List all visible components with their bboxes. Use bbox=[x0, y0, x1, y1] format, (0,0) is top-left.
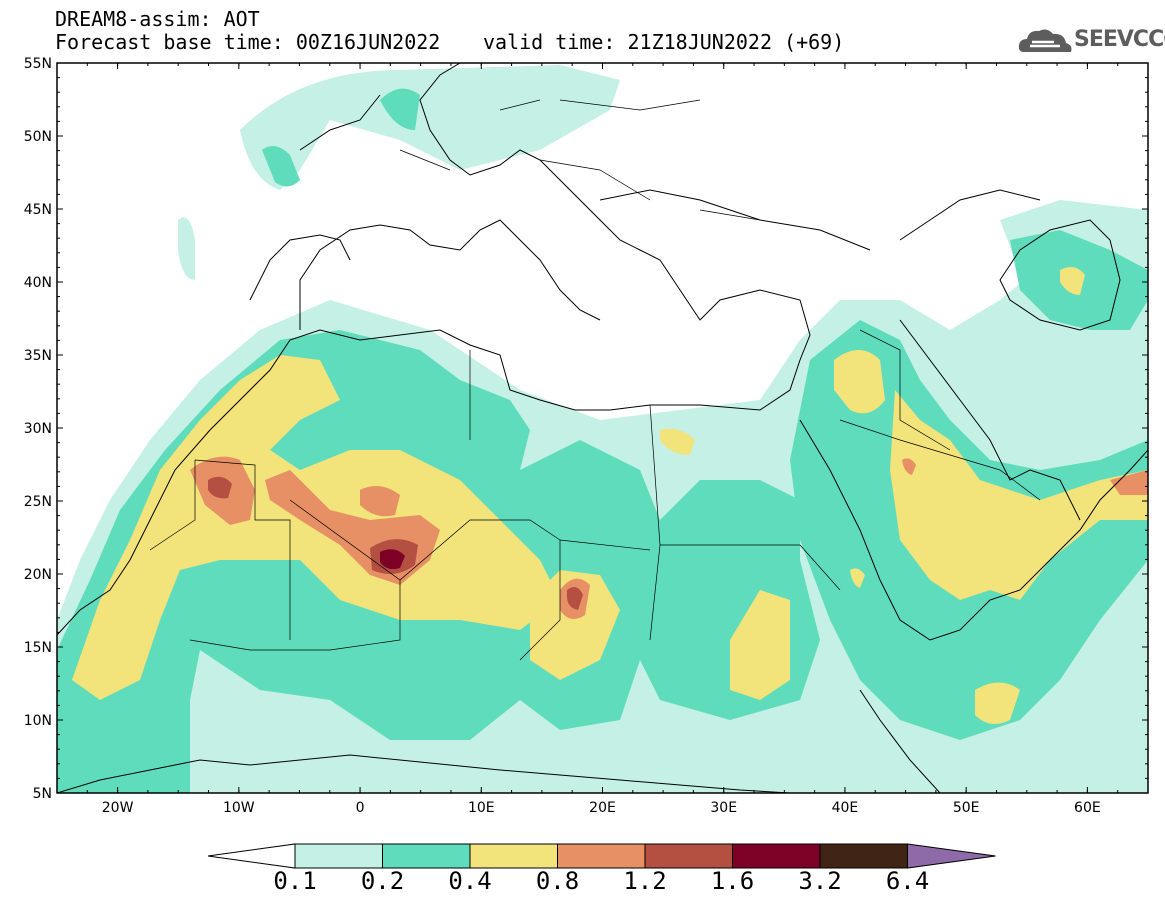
lon-tick-label: 20E bbox=[589, 800, 616, 816]
lon-tick-label: 10E bbox=[468, 800, 495, 816]
lon-tick-label: 0 bbox=[356, 800, 365, 816]
colorbar-swatch bbox=[469, 843, 558, 869]
colorbar-label: 0.4 bbox=[448, 867, 492, 895]
colorbar-label: 3.2 bbox=[798, 867, 842, 895]
colorbar-label: 1.6 bbox=[710, 867, 755, 895]
lat-tick-label: 55N bbox=[24, 56, 52, 72]
cloud-icon bbox=[1018, 29, 1072, 52]
colorbar-swatch bbox=[557, 843, 646, 869]
lat-tick-label: 5N bbox=[33, 786, 52, 802]
lon-tick-label: 50E bbox=[953, 800, 980, 816]
colorbar-swatch bbox=[819, 843, 908, 869]
lon-tick-label: 20W bbox=[102, 800, 134, 816]
colorbar-label: 6.4 bbox=[885, 867, 930, 895]
lat-tick-label: 30N bbox=[24, 421, 52, 437]
aot-band-1-2 bbox=[208, 476, 583, 610]
lat-tick-label: 45N bbox=[24, 202, 52, 218]
colorbar-label: 0.1 bbox=[273, 867, 317, 895]
lat-tick-label: 20N bbox=[24, 567, 52, 583]
colorbar-label: 1.2 bbox=[623, 867, 667, 895]
country-borders bbox=[149, 99, 1041, 661]
lat-tick-label: 40N bbox=[24, 275, 52, 291]
aot-band-1-6 bbox=[380, 549, 405, 570]
lon-tick-label: 40E bbox=[832, 800, 859, 816]
colorbar-label: 0.8 bbox=[535, 867, 580, 895]
forecast-base-time: Forecast base time: 00Z16JUN2022 bbox=[55, 30, 441, 54]
axis-ticks bbox=[56, 62, 1149, 794]
colorbar-high-triangle bbox=[907, 843, 996, 869]
logo-text: SEEVCCC bbox=[1074, 27, 1165, 52]
map-title: DREAM8-assim: AOT bbox=[55, 7, 260, 31]
lon-tick-label: 10W bbox=[223, 800, 255, 816]
lat-tick-label: 25N bbox=[24, 494, 52, 510]
colorbar-label: 0.2 bbox=[360, 867, 405, 895]
lat-tick-label: 10N bbox=[24, 713, 52, 729]
colorbar-swatch bbox=[382, 843, 471, 869]
colorbar bbox=[207, 843, 996, 869]
colorbar-swatch bbox=[732, 843, 821, 869]
lat-tick-label: 15N bbox=[24, 640, 52, 656]
colorbar-swatch bbox=[644, 843, 733, 869]
colorbar-swatch bbox=[294, 843, 383, 869]
lon-tick-label: 60E bbox=[1074, 800, 1101, 816]
axis-tick-labels: 55N 50N 45N 40N 35N 30N 25N 20N 15N 10N 5N 20W 10W 0 1… bbox=[24, 56, 1101, 816]
colorbar-low-triangle bbox=[207, 843, 296, 869]
lat-tick-label: 35N bbox=[24, 348, 52, 364]
valid-time: valid time: 21Z18JUN2022 (+69) bbox=[483, 30, 845, 54]
lat-tick-label: 50N bbox=[24, 129, 52, 145]
coastlines bbox=[57, 63, 1148, 793]
lon-tick-label: 30E bbox=[710, 800, 737, 816]
aot-contours bbox=[57, 63, 1148, 793]
